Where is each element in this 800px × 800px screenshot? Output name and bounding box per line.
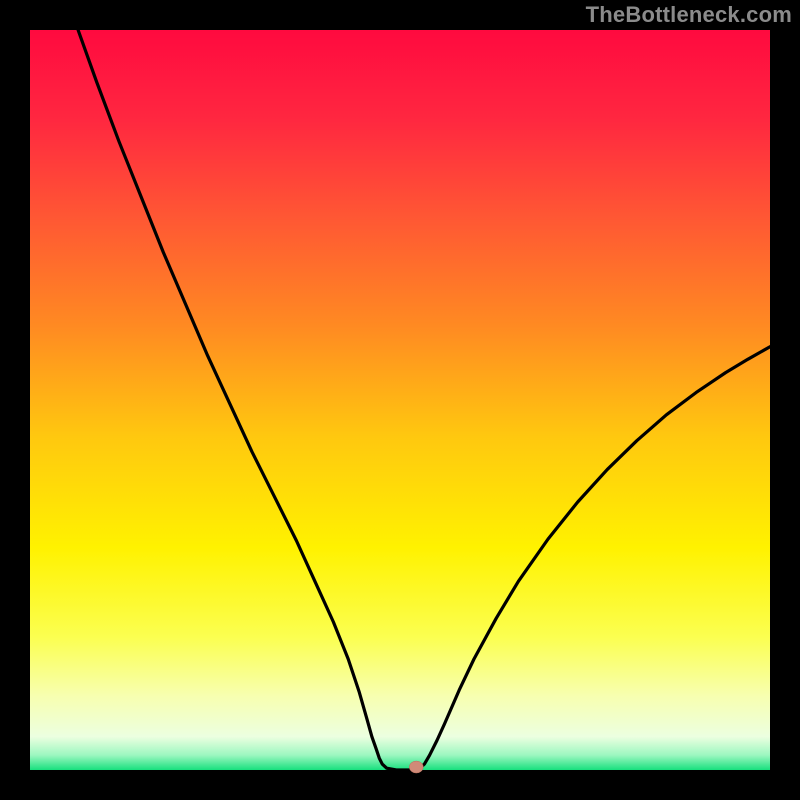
watermark-text: TheBottleneck.com: [586, 2, 792, 28]
chart-plot-area: [30, 30, 770, 770]
optimum-marker: [409, 761, 423, 773]
bottleneck-chart: [0, 0, 800, 800]
